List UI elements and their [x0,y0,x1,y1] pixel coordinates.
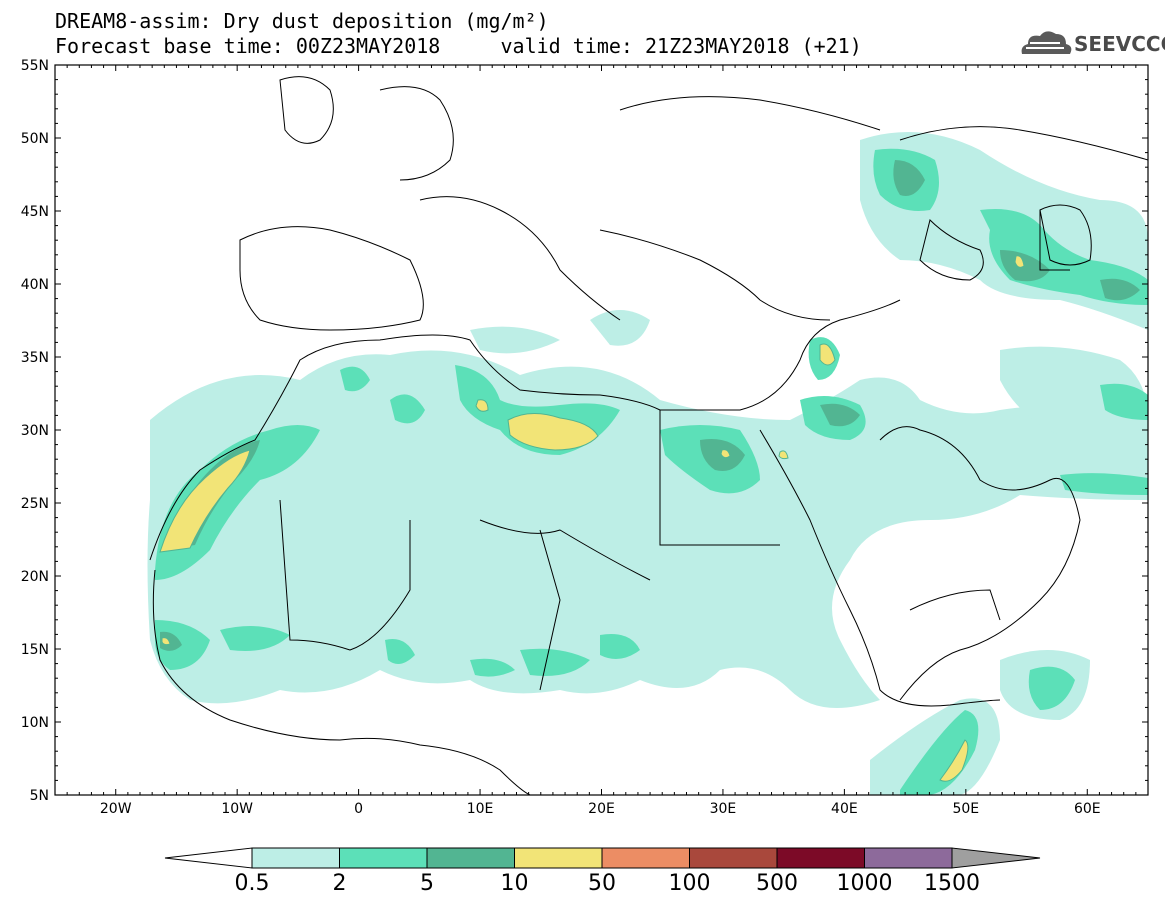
colorbar-label: 50 [588,871,616,896]
lat-label: 50N [21,131,49,147]
colorbar [164,847,1041,869]
colorbar-swatch [514,847,603,869]
lon-label: 20E [588,801,615,817]
colorbar-max-arrow [951,847,1041,869]
colorbar-swatch [689,847,778,869]
colorbar-min-arrow [164,847,253,869]
colorbar-label: 2 [333,871,347,896]
lat-label: 35N [21,350,49,366]
colorbar-swatch [251,847,340,869]
colorbar-label: 0.5 [235,871,270,896]
colorbar-label: 500 [756,871,798,896]
forecast-time-subtitle: Forecast base time: 00Z23MAY2018 valid t… [55,34,862,58]
lon-label: 20W [100,801,132,817]
colorbar-label: 1000 [837,871,893,896]
lon-label: 0 [354,801,363,817]
colorbar-label: 5 [420,871,434,896]
colorbar-swatch [426,847,515,869]
lat-label: 55N [21,58,49,74]
dust-contours [147,132,1148,795]
colorbar-swatch [864,847,953,869]
lon-label: 10W [221,801,253,817]
colorbar-swatch [601,847,690,869]
lon-label: 60E [1074,801,1101,817]
colorbar-label: 10 [501,871,529,896]
lat-label: 45N [21,204,49,220]
colorbar-label: 100 [669,871,711,896]
lon-label: 50E [952,801,979,817]
lat-label: 20N [21,569,49,585]
lat-label: 30N [21,423,49,439]
colorbar-label: 1500 [924,871,980,896]
lon-label: 30E [710,801,737,817]
lon-label: 40E [831,801,858,817]
lat-label: 25N [21,496,49,512]
lon-label: 10E [467,801,494,817]
colorbar-swatch [776,847,865,869]
colorbar-swatch [339,847,428,869]
seevccc-logo: SEEVCCC [1074,32,1165,56]
lat-label: 40N [21,277,49,293]
lat-label: 10N [21,715,49,731]
lat-label: 5N [30,788,49,804]
map-title: DREAM8-assim: Dry dust deposition (mg/m²… [55,9,549,33]
cloud-icon [1021,31,1072,54]
lat-label: 15N [21,642,49,658]
coastlines [149,76,1148,795]
